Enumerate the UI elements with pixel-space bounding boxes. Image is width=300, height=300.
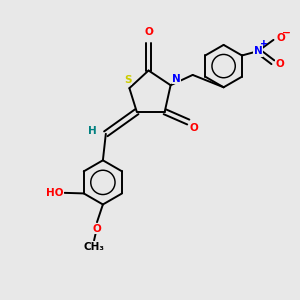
- Text: +: +: [260, 39, 267, 48]
- Text: O: O: [144, 27, 153, 37]
- Text: −: −: [282, 28, 291, 38]
- Text: S: S: [124, 75, 132, 85]
- Text: O: O: [190, 124, 199, 134]
- Text: −: −: [282, 28, 291, 38]
- Text: O: O: [190, 124, 199, 134]
- Text: HO: HO: [46, 188, 63, 198]
- Text: H: H: [88, 126, 97, 136]
- Text: HO: HO: [46, 188, 63, 198]
- Text: O: O: [93, 224, 101, 234]
- Text: O: O: [93, 224, 101, 234]
- Text: O: O: [276, 33, 285, 43]
- Text: O: O: [276, 33, 285, 43]
- Text: O: O: [276, 59, 285, 69]
- Text: H: H: [88, 126, 97, 136]
- Text: N: N: [172, 74, 181, 84]
- Text: N: N: [254, 46, 262, 56]
- Text: O: O: [276, 59, 285, 69]
- Text: CH₃: CH₃: [84, 242, 105, 252]
- Text: N: N: [254, 46, 262, 56]
- Text: S: S: [124, 75, 132, 85]
- Text: +: +: [260, 39, 267, 48]
- Text: N: N: [172, 74, 181, 84]
- Text: O: O: [144, 27, 153, 37]
- Text: CH₃: CH₃: [85, 242, 103, 251]
